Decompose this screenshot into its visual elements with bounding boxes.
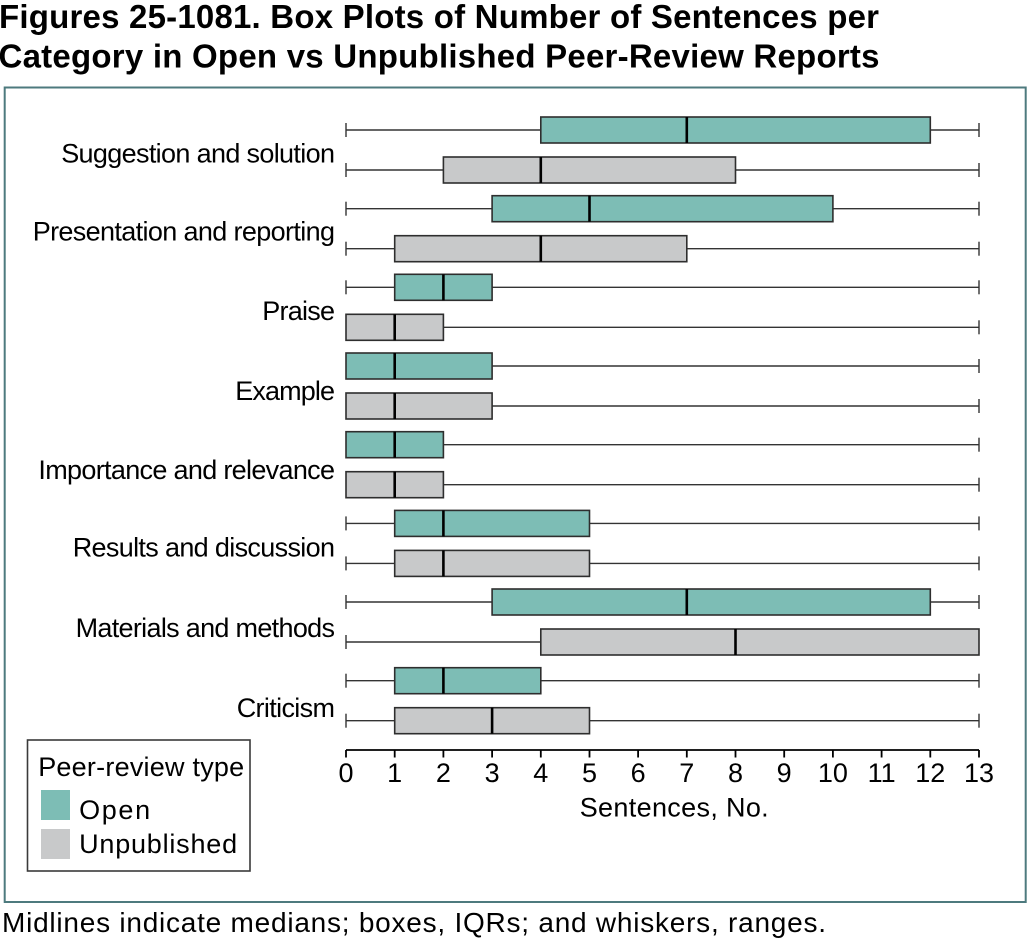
svg-text:4: 4	[533, 758, 548, 788]
svg-text:Figures 25-1081. Box Plots of: Figures 25-1081. Box Plots of Number of …	[0, 0, 879, 35]
svg-text:Category in Open vs Unpublishe: Category in Open vs Unpublished Peer-Rev…	[0, 38, 880, 75]
svg-text:13: 13	[964, 758, 994, 788]
svg-text:8: 8	[728, 758, 743, 788]
svg-text:7: 7	[679, 758, 694, 788]
svg-text:Sentences, No.: Sentences, No.	[580, 792, 769, 822]
svg-text:Midlines indicate medians; box: Midlines indicate medians; boxes, IQRs; …	[2, 907, 826, 938]
svg-text:12: 12	[915, 758, 945, 788]
svg-text:Criticism: Criticism	[237, 693, 335, 723]
svg-text:2: 2	[436, 758, 451, 788]
svg-text:5: 5	[582, 758, 597, 788]
svg-text:0: 0	[338, 758, 353, 788]
svg-text:10: 10	[818, 758, 848, 788]
svg-text:Importance and relevance: Importance and relevance	[38, 455, 335, 485]
svg-text:Materials and methods: Materials and methods	[76, 613, 335, 643]
svg-text:Praise: Praise	[262, 296, 335, 326]
svg-text:Example: Example	[235, 376, 335, 406]
svg-text:Open: Open	[79, 795, 150, 825]
svg-text:Peer-review type: Peer-review type	[38, 752, 244, 782]
svg-text:Suggestion and solution: Suggestion and solution	[61, 138, 335, 168]
svg-text:Results and discussion: Results and discussion	[73, 532, 335, 562]
svg-text:11: 11	[868, 758, 896, 788]
svg-text:Unpublished: Unpublished	[79, 829, 237, 859]
svg-text:1: 1	[387, 758, 402, 788]
svg-text:6: 6	[631, 758, 646, 788]
svg-text:9: 9	[777, 758, 792, 788]
svg-text:3: 3	[485, 758, 500, 788]
svg-text:Presentation and reporting: Presentation and reporting	[33, 217, 335, 247]
